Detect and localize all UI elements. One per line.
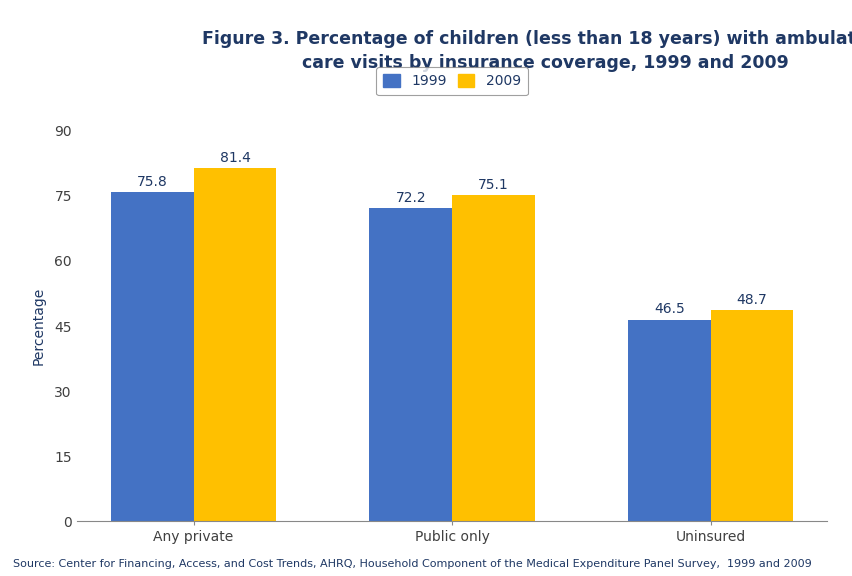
Bar [193, 168, 276, 521]
Legend: 1999, 2009: 1999, 2009 [376, 67, 527, 95]
Text: AHRQ: AHRQ [89, 22, 147, 40]
Bar [452, 195, 534, 521]
Text: 46.5: 46.5 [653, 302, 684, 316]
Text: 75.8: 75.8 [136, 175, 168, 190]
Bar [710, 310, 792, 521]
Circle shape [12, 13, 60, 89]
Text: 72.2: 72.2 [395, 191, 425, 205]
Text: ✦: ✦ [27, 41, 45, 61]
Text: 81.4: 81.4 [219, 151, 250, 165]
Text: 48.7: 48.7 [735, 293, 767, 307]
Text: Advancing
Excellence in
Health Care: Advancing Excellence in Health Care [91, 50, 144, 81]
Bar [369, 208, 452, 521]
Bar [111, 192, 193, 521]
Text: 75.1: 75.1 [477, 179, 509, 192]
Y-axis label: Percentage: Percentage [32, 287, 46, 365]
Bar [627, 320, 710, 521]
Text: Source: Center for Financing, Access, and Cost Trends, AHRQ, Household Component: Source: Center for Financing, Access, an… [13, 559, 810, 569]
Text: Figure 3. Percentage of children (less than 18 years) with ambulatory
care visit: Figure 3. Percentage of children (less t… [202, 31, 852, 72]
